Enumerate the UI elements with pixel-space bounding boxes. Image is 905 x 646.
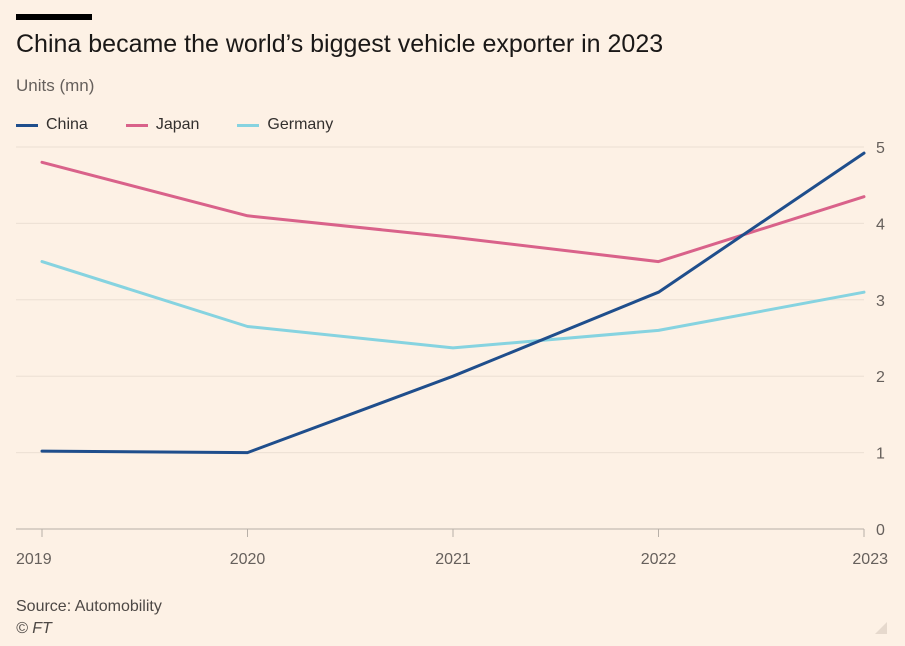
- series-line-china: [40, 151, 866, 455]
- x-tick-label: 2023: [852, 551, 888, 568]
- y-tick-label: 5: [876, 140, 885, 157]
- y-tick-label: 4: [876, 216, 885, 233]
- series-line-japan: [40, 160, 866, 264]
- series-line-germany: [40, 260, 866, 350]
- x-tick-label: 2019: [16, 551, 52, 568]
- legend-label-germany: Germany: [267, 116, 334, 133]
- x-tick-label: 2020: [230, 551, 266, 568]
- y-tick-label: 1: [876, 446, 885, 463]
- y-tick-label: 3: [876, 293, 885, 310]
- source-note: Source: Automobility: [16, 598, 162, 615]
- x-tick-label: 2021: [435, 551, 471, 568]
- y-tick-label: 0: [876, 522, 885, 539]
- y-tick-label: 2: [876, 369, 885, 386]
- copyright-note: © FT: [16, 620, 52, 637]
- chart-title: China became the world’s biggest vehicle…: [16, 30, 664, 58]
- legend-label-china: China: [46, 116, 88, 133]
- chart-legend: China Japan Germany: [16, 116, 333, 134]
- resize-corner-icon: [875, 622, 887, 634]
- legend-item-germany: Germany: [237, 116, 333, 134]
- brand-bar: [16, 14, 92, 20]
- legend-item-japan: Japan: [125, 116, 200, 134]
- legend-swatch-germany: [237, 123, 260, 127]
- x-tick-label: 2022: [641, 551, 677, 568]
- legend-item-china: China: [16, 116, 88, 134]
- legend-swatch-china: [16, 123, 38, 127]
- chart-subtitle: Units (mn): [16, 76, 95, 95]
- legend-swatch-japan: [125, 123, 148, 127]
- legend-label-japan: Japan: [155, 116, 200, 133]
